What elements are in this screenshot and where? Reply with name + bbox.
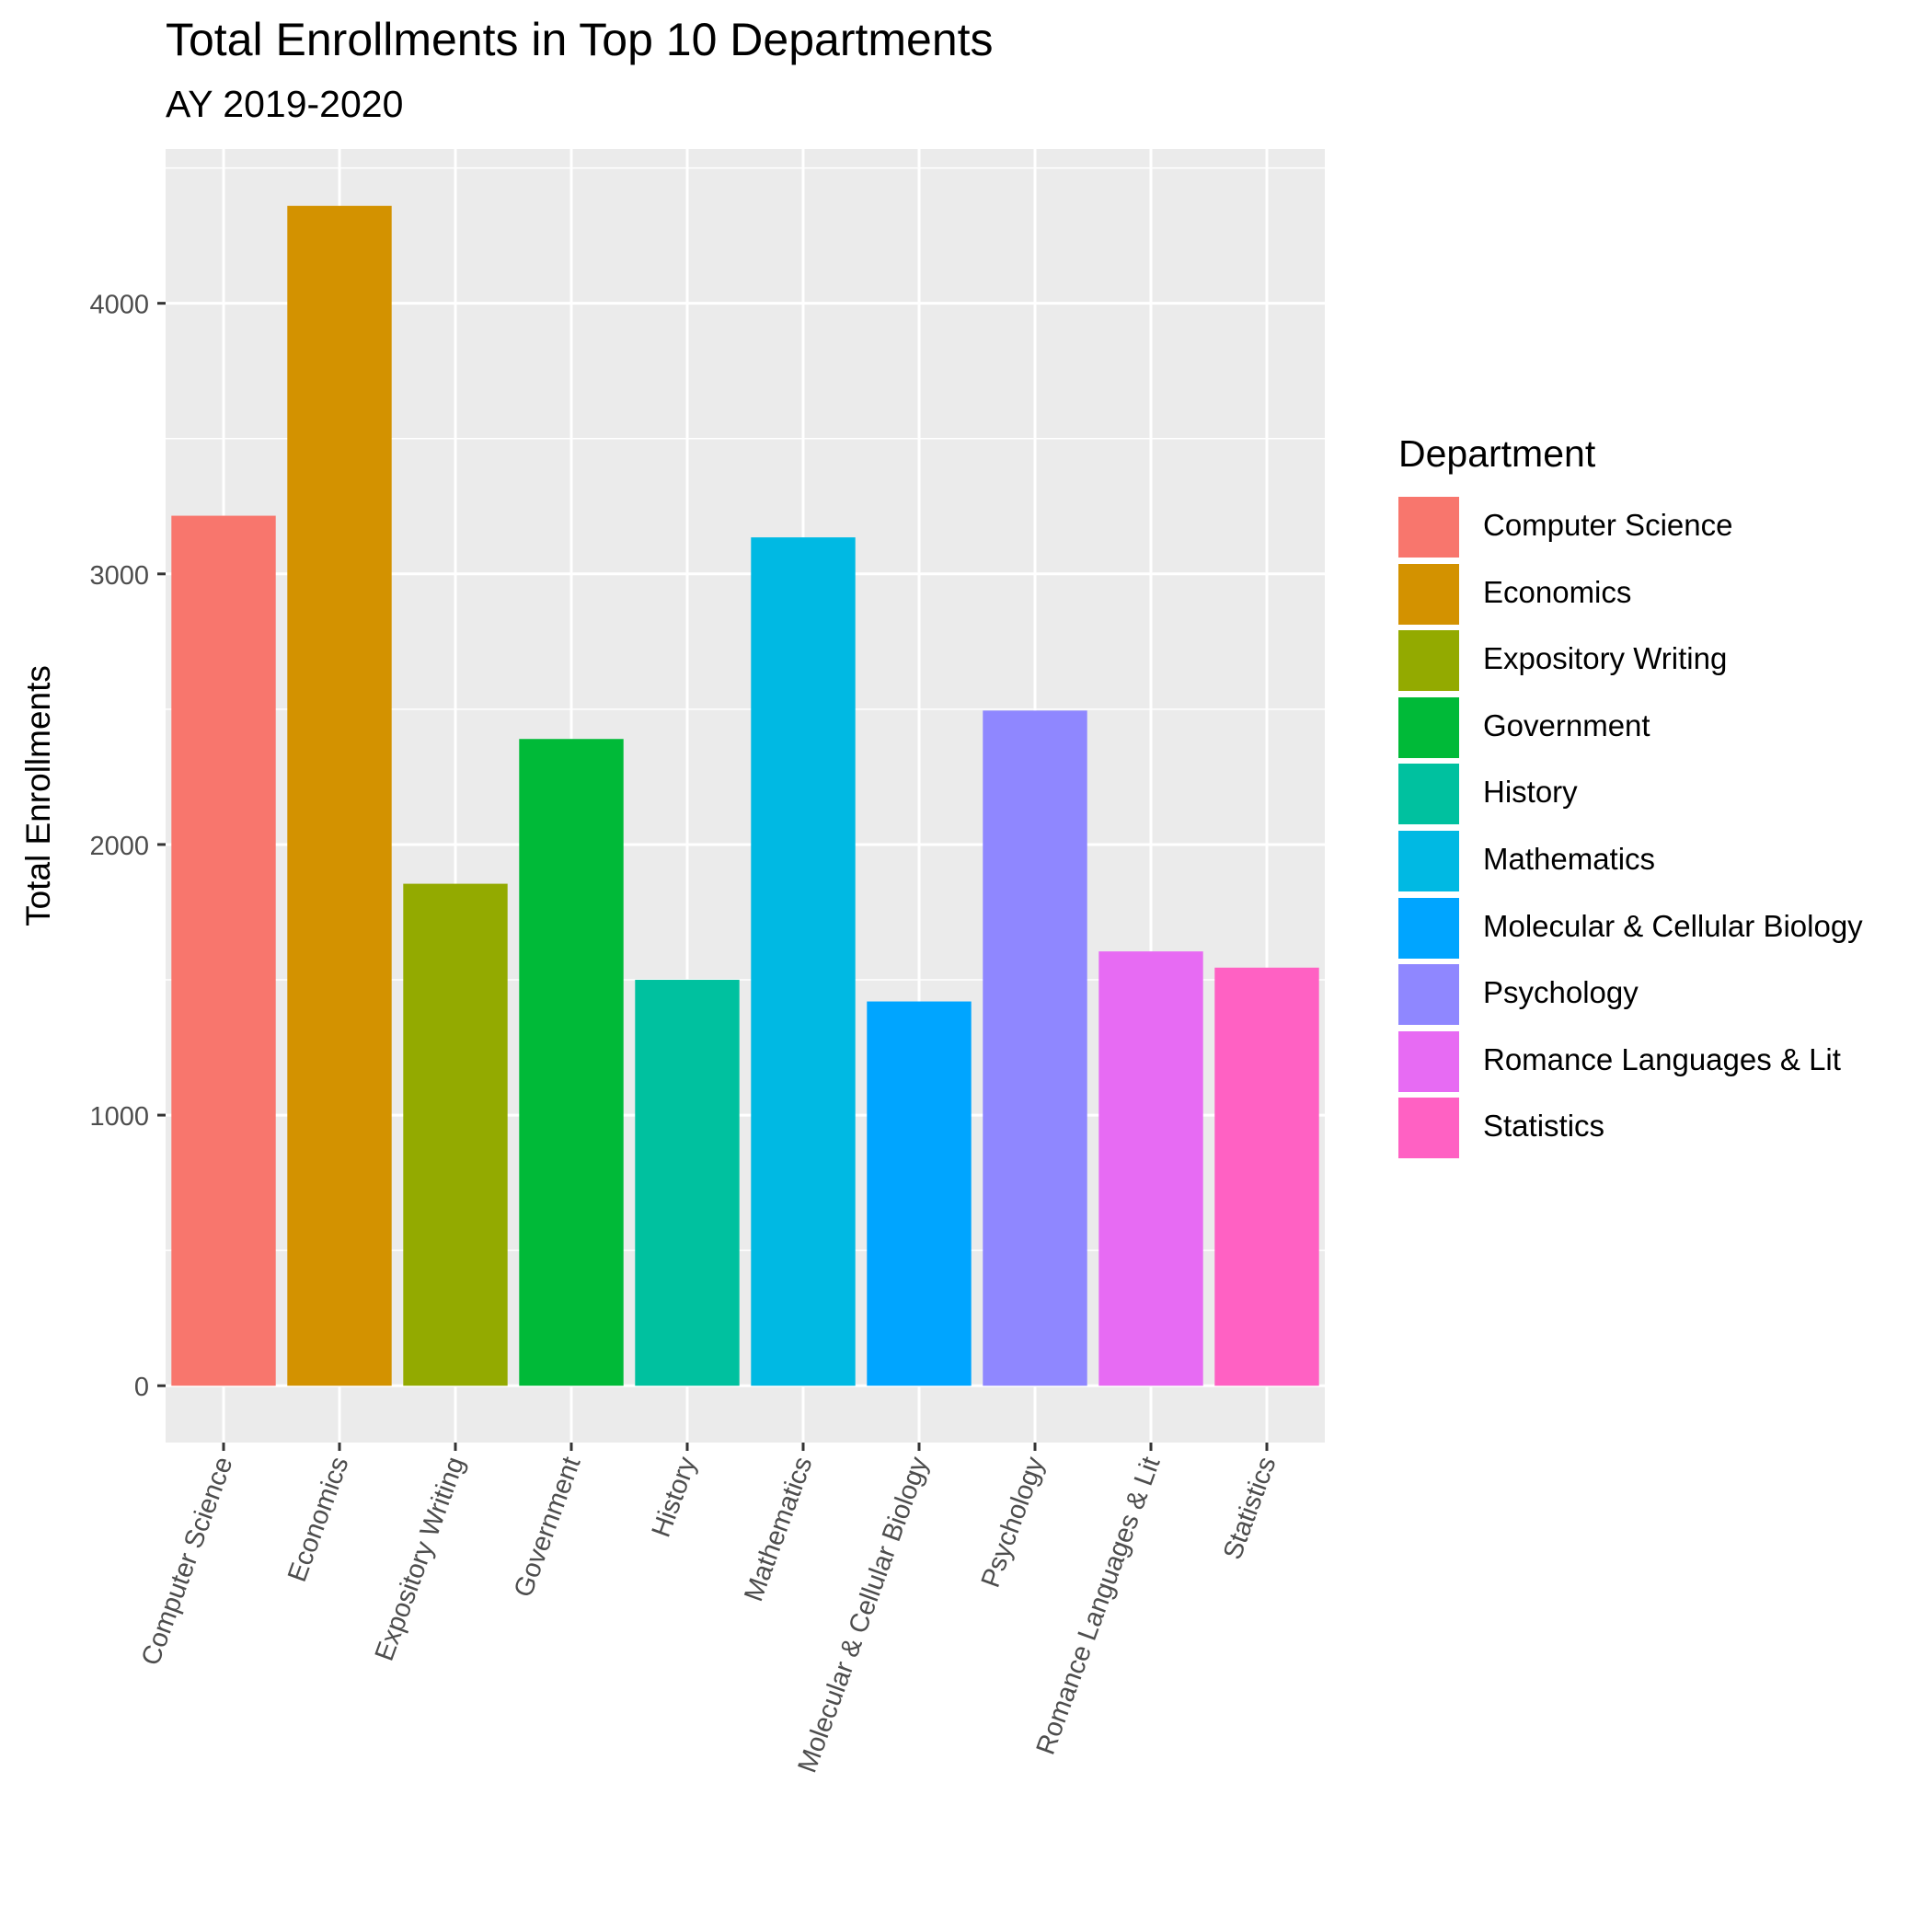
x-tick-label: Mathematics — [739, 1453, 818, 1604]
x-tick-label: History — [647, 1453, 703, 1541]
chart-subtitle: AY 2019-2020 — [166, 83, 404, 125]
legend-label: Mathematics — [1483, 842, 1656, 876]
bar-government — [519, 739, 624, 1386]
legend-key — [1398, 831, 1459, 891]
legend-label: History — [1483, 775, 1578, 810]
legend-key — [1398, 563, 1459, 625]
legend-key — [1398, 897, 1459, 959]
x-tick-label: Expository Writing — [370, 1453, 471, 1664]
x-tick-label: Government — [509, 1453, 587, 1601]
legend-item: Economics — [1398, 562, 1914, 628]
y-tick-label: 1000 — [89, 1102, 149, 1132]
legend-key — [1398, 630, 1459, 692]
y-tick-label: 2000 — [89, 832, 149, 861]
y-tick-label: 4000 — [89, 291, 149, 320]
chart-title: Total Enrollments in Top 10 Departments — [166, 14, 994, 65]
x-tick-label: Economics — [282, 1453, 355, 1585]
legend-title: Department — [1398, 432, 1596, 475]
bar-statistics — [1214, 967, 1319, 1386]
y-axis-title: Total Enrollments — [19, 665, 57, 926]
bar-computer-science — [171, 515, 276, 1386]
bar-expository-writing — [403, 883, 508, 1386]
y-tick-label: 3000 — [89, 561, 149, 591]
legend-label: Romance Languages & Lit — [1483, 1041, 1841, 1076]
legend-label: Psychology — [1483, 975, 1639, 1010]
legend-key — [1398, 964, 1459, 1026]
bar-history — [635, 980, 740, 1386]
legend-item: Statistics — [1398, 1096, 1914, 1162]
legend-key — [1398, 764, 1459, 825]
legend-label: Expository Writing — [1483, 641, 1728, 676]
bar-psychology — [983, 710, 1087, 1386]
x-tick-label: Molecular & Cellular Biology — [792, 1453, 934, 1777]
legend-label: Government — [1483, 707, 1650, 742]
legend-key — [1398, 696, 1459, 758]
legend-label: Computer Science — [1483, 508, 1733, 542]
legend-item: Government — [1398, 696, 1914, 762]
legend-item: Computer Science — [1398, 495, 1914, 561]
legend-item: Romance Languages & Lit — [1398, 1029, 1914, 1096]
x-tick-label: Computer Science — [136, 1453, 239, 1669]
legend-item: History — [1398, 762, 1914, 828]
y-tick-label: 0 — [134, 1373, 149, 1402]
x-tick-label: Romance Languages & Lit — [1031, 1453, 1167, 1758]
bar-economics — [287, 205, 392, 1386]
legend-item: Molecular & Cellular Biology — [1398, 896, 1914, 962]
legend-key — [1398, 497, 1459, 558]
x-tick-label: Psychology — [976, 1453, 1051, 1592]
legend-label: Statistics — [1483, 1109, 1605, 1144]
legend-label: Molecular & Cellular Biology — [1483, 908, 1863, 943]
bar-mathematics — [751, 537, 856, 1386]
legend-label: Economics — [1483, 574, 1632, 609]
legend-item: Mathematics — [1398, 829, 1914, 895]
legend-key — [1398, 1098, 1459, 1159]
legend-item: Psychology — [1398, 962, 1914, 1029]
legend-key — [1398, 1030, 1459, 1092]
bar-romance-languages-lit — [1098, 951, 1203, 1386]
x-tick-label: Statistics — [1218, 1453, 1282, 1563]
bar-molecular-cellular-biology — [867, 1001, 972, 1386]
legend-item: Expository Writing — [1398, 628, 1914, 695]
